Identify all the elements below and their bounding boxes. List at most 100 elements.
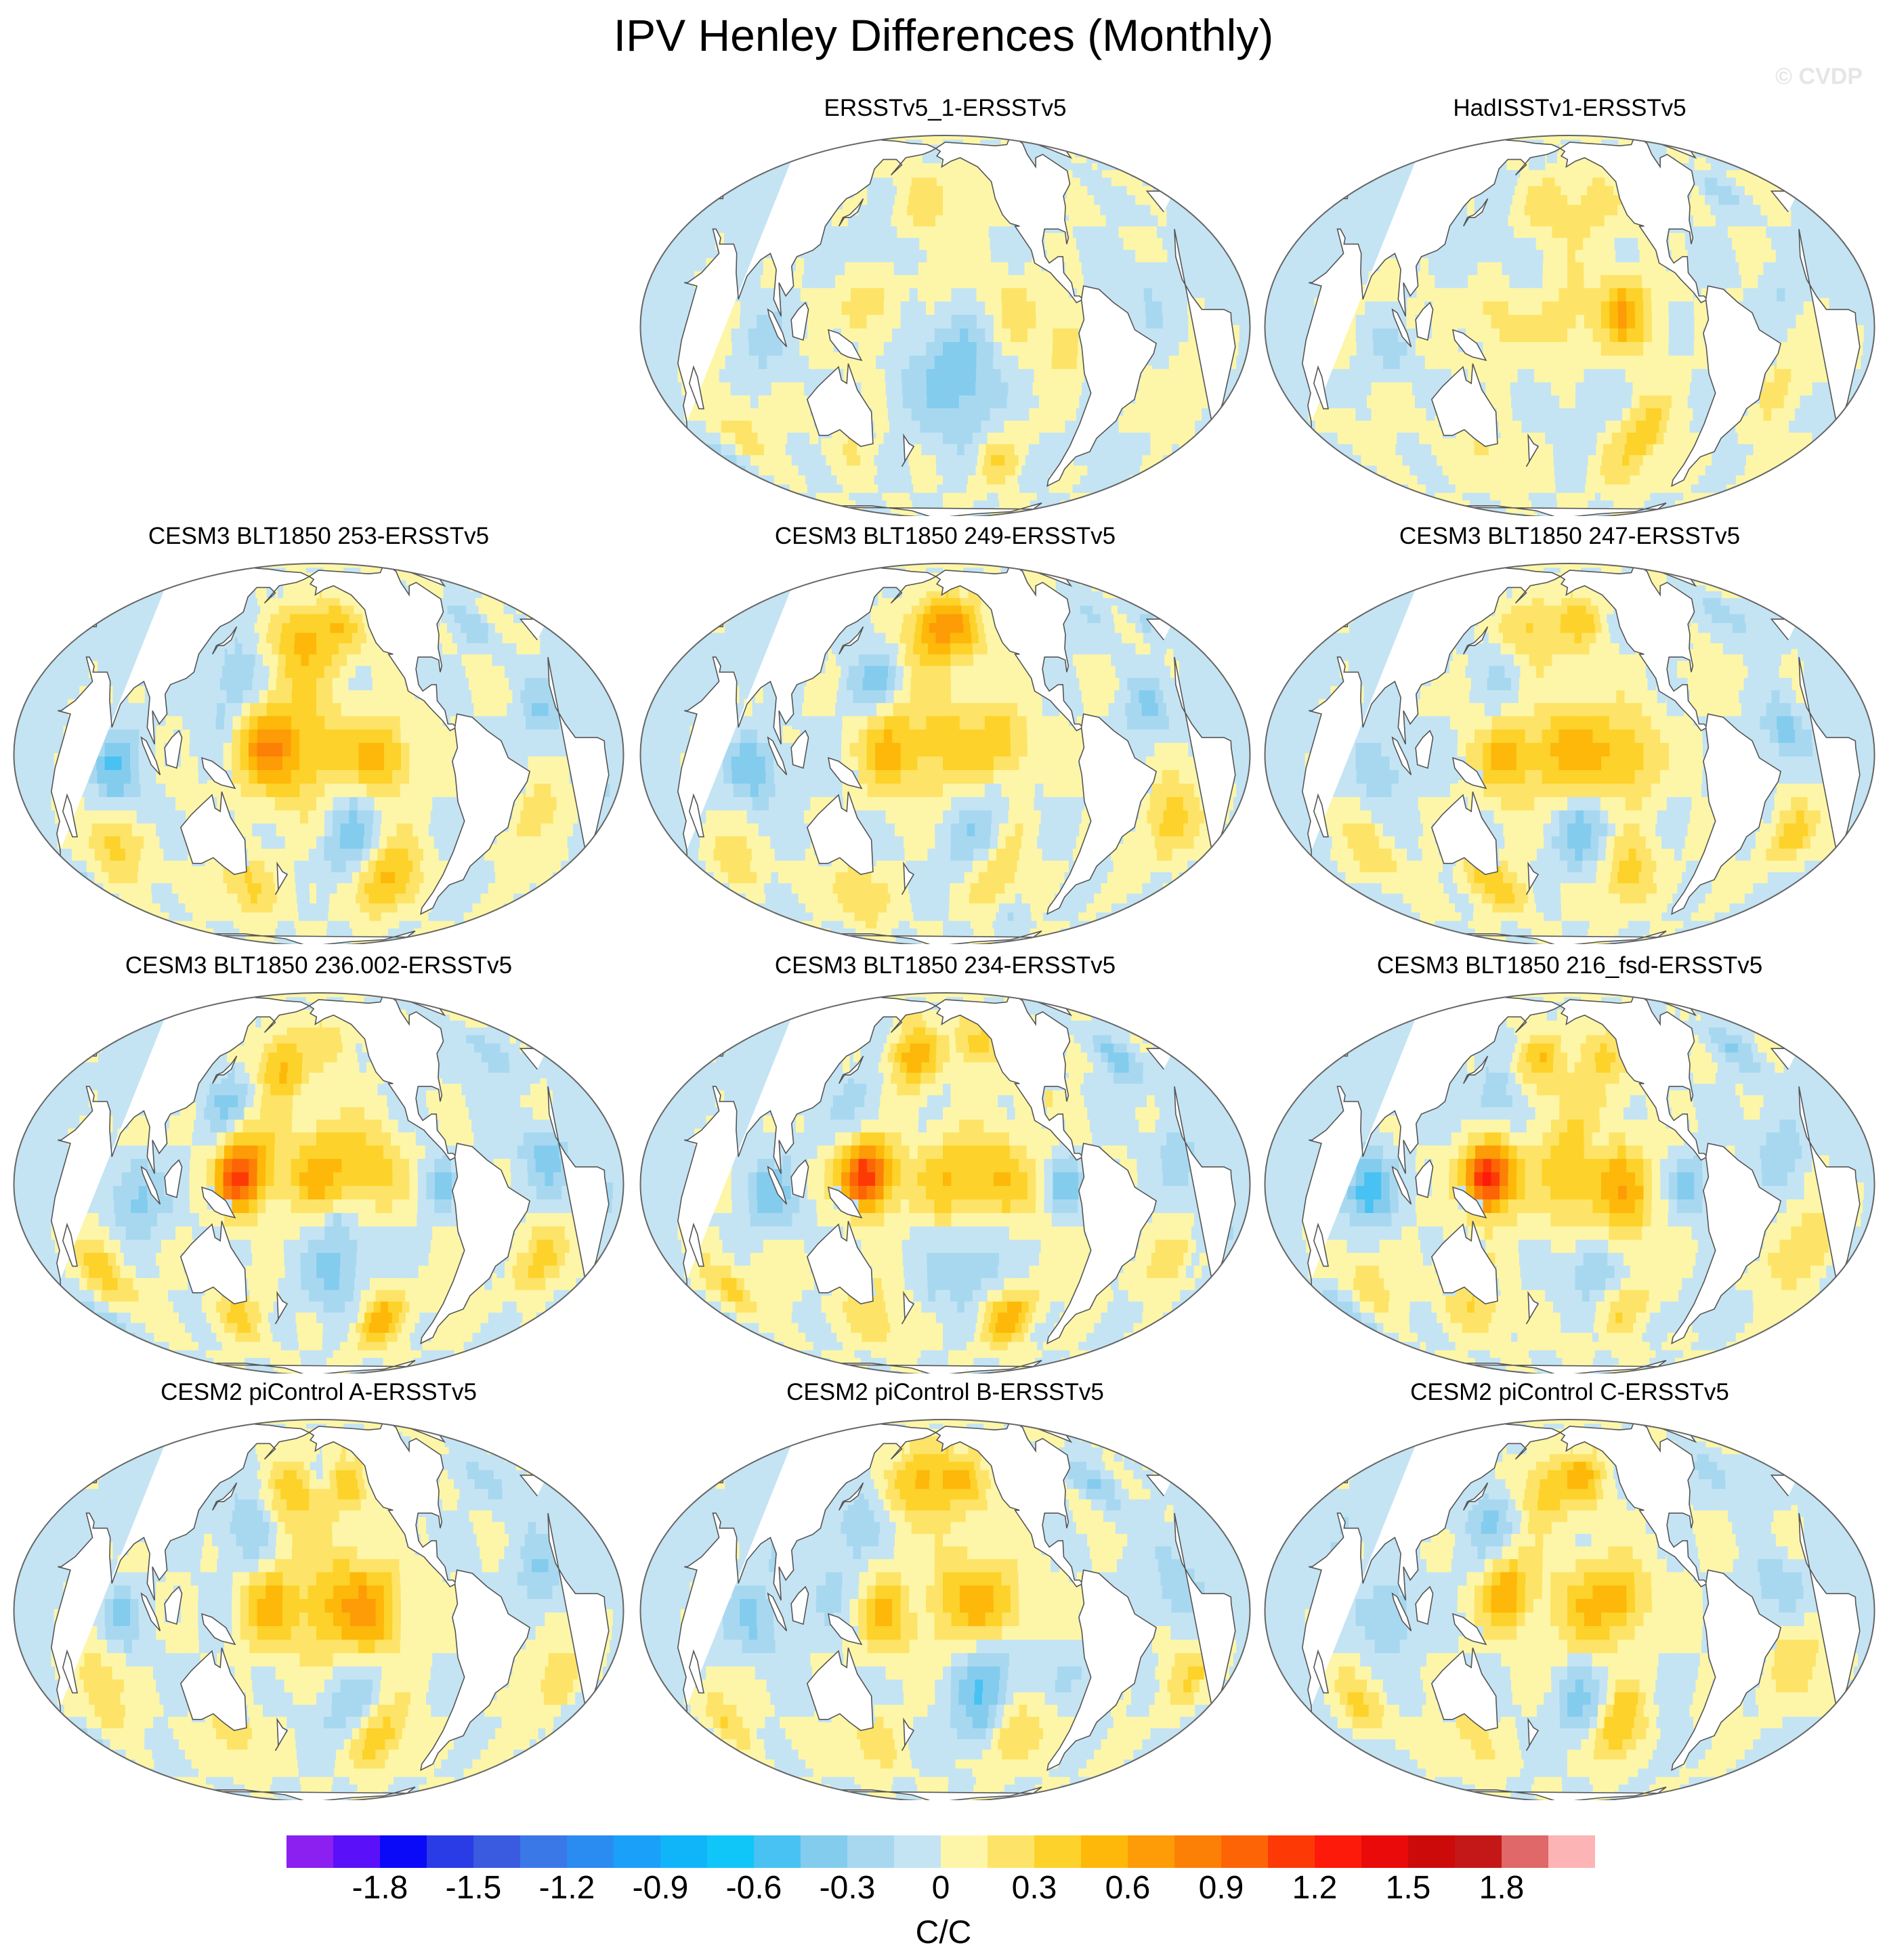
- anomaly-cell: [1191, 365, 1200, 383]
- anomaly-cell: [1472, 135, 1481, 145]
- anomaly-cell: [1477, 258, 1487, 276]
- anomaly-cell: [1491, 351, 1501, 369]
- anomaly-cell: [765, 339, 775, 356]
- anomaly-cell: [967, 365, 977, 383]
- anomaly-cell: [1424, 339, 1433, 356]
- anomaly-cell: [1493, 378, 1503, 396]
- anomaly-cell: [910, 365, 919, 383]
- anomaly-cell: [1093, 135, 1102, 152]
- anomaly-cell: [1467, 198, 1477, 215]
- anomaly-cell: [1051, 365, 1059, 383]
- anomaly-cell: [909, 312, 918, 328]
- anomaly-cell: [778, 490, 788, 507]
- anomaly-cell: [1330, 378, 1340, 396]
- anomaly-cell: [827, 135, 836, 148]
- anomaly-cell: [1131, 475, 1141, 493]
- anomaly-cell: [1432, 339, 1441, 356]
- anomaly-cell: [1043, 351, 1053, 369]
- anomaly-cell: [1355, 475, 1364, 493]
- anomaly-cell: [1170, 297, 1180, 315]
- anomaly-cell: [866, 325, 876, 342]
- anomaly-cell: [968, 339, 977, 356]
- anomaly-cell: [943, 339, 952, 356]
- anomaly-cell: [860, 365, 869, 383]
- anomaly-cell: [926, 339, 935, 356]
- world-map: [13, 563, 624, 944]
- anomaly-cell: [1660, 312, 1670, 328]
- anomaly-cell: [1100, 271, 1109, 289]
- anomaly-cell: [1061, 135, 1071, 145]
- anomaly-cell: [151, 924, 160, 941]
- anomaly-cell: [1084, 140, 1094, 158]
- anomaly-cell: [1679, 391, 1689, 408]
- anomaly-cell: [1183, 391, 1193, 408]
- anomaly-cell: [976, 351, 985, 369]
- anomaly-cell: [809, 135, 819, 152]
- anomaly-cell: [746, 378, 756, 396]
- anomaly-cell: [1691, 365, 1701, 383]
- anomaly-cell: [1774, 365, 1783, 383]
- anomaly-cell: [1010, 339, 1019, 356]
- anomaly-cell: [876, 365, 886, 383]
- anomaly-cell: [1687, 135, 1696, 148]
- anomaly-cell: [1382, 490, 1392, 507]
- anomaly-cell: [968, 325, 977, 342]
- anomaly-cell: [1668, 312, 1678, 328]
- anomaly-cell: [1591, 391, 1600, 408]
- anomaly-cell: [1616, 378, 1626, 396]
- anomaly-cell: [1709, 140, 1718, 158]
- anomaly-cell: [866, 339, 876, 356]
- anomaly-cell: [818, 365, 828, 383]
- anomaly-cell: [744, 365, 753, 383]
- anomaly-cell: [1575, 312, 1585, 328]
- anomaly-cell: [858, 325, 868, 342]
- anomaly-cell: [1067, 135, 1076, 152]
- anomaly-cell: [1774, 271, 1783, 289]
- anomaly-cell: [1718, 496, 1728, 513]
- anomaly-cell: [1355, 161, 1364, 178]
- anomaly-cell: [951, 365, 960, 383]
- anomaly-cell: [718, 391, 727, 408]
- anomaly-cell: [1705, 135, 1714, 152]
- anomaly-cell: [800, 351, 809, 369]
- anomaly-cell: [951, 258, 960, 276]
- anomaly-cell: [976, 284, 985, 302]
- anomaly-cell: [1036, 312, 1045, 328]
- anomaly-cell: [1026, 351, 1036, 369]
- anomaly-cell: [1055, 135, 1064, 148]
- anomaly-cell: [1437, 258, 1446, 276]
- anomaly-cell: [1534, 365, 1544, 383]
- anomaly-cell: [1342, 467, 1352, 485]
- anomaly-cell: [787, 378, 797, 396]
- anomaly-cell: [976, 297, 985, 315]
- anomaly-cell: [1073, 258, 1082, 276]
- anomaly-cell: [1395, 378, 1405, 396]
- anomaly-cell: [117, 911, 127, 929]
- anomaly-cell: [1433, 351, 1443, 369]
- anomaly-cell: [1683, 365, 1693, 383]
- anomaly-cell: [1518, 378, 1527, 396]
- anomaly-cell: [893, 378, 903, 396]
- anomaly-cell: [1076, 501, 1085, 516]
- anomaly-cell: [758, 391, 767, 408]
- anomaly-cell: [706, 378, 715, 396]
- anomaly-cell: [1508, 297, 1517, 315]
- anomaly-cell: [1084, 135, 1094, 152]
- anomaly-cell: [901, 351, 910, 369]
- anomaly-cell: [830, 135, 840, 148]
- anomaly-cell: [792, 351, 801, 369]
- anomaly-cell: [1795, 339, 1804, 356]
- anomaly-cell: [1343, 365, 1353, 383]
- anomaly-cell: [1053, 232, 1062, 250]
- anomaly-cell: [1441, 297, 1450, 315]
- anomaly-cell: [1626, 297, 1636, 315]
- anomaly-cell: [742, 284, 751, 302]
- anomaly-cell: [1747, 404, 1757, 421]
- anomaly-cell: [968, 312, 977, 328]
- anomaly-cell: [1031, 391, 1040, 408]
- anomaly-cell: [901, 284, 910, 302]
- anomaly-cell: [1123, 404, 1132, 421]
- anomaly-cell: [1600, 351, 1610, 369]
- anomaly-cell: [1669, 135, 1678, 145]
- anomaly-cell: [1633, 271, 1642, 289]
